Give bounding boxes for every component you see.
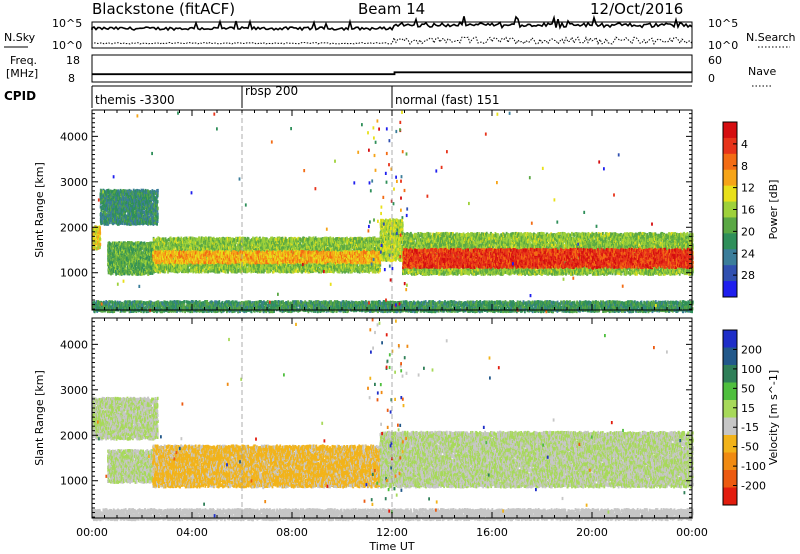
noise-panel: N.Sky 10^5 10^0 10^5 10^0 N.Search bbox=[4, 16, 796, 52]
noise-left-tick-bottom: 10^0 bbox=[52, 39, 82, 52]
freq-tick-top: 18 bbox=[66, 54, 80, 67]
noise-search-label: N.Search bbox=[746, 31, 796, 44]
date-title: 12/Oct/2016 bbox=[590, 0, 683, 18]
cpid-label: CPID bbox=[4, 89, 36, 103]
scatter-cell bbox=[99, 243, 101, 246]
station-title: Blackstone (fitACF) bbox=[92, 0, 235, 18]
nave-tick-top: 60 bbox=[708, 54, 722, 67]
freq-label-line1: Freq. bbox=[10, 54, 37, 67]
nave-tick-bottom: 0 bbox=[708, 72, 715, 85]
noise-left-tick-top: 10^5 bbox=[52, 17, 82, 30]
beam-title: Beam 14 bbox=[358, 0, 425, 18]
freq-tick-bottom: 8 bbox=[68, 72, 75, 85]
cpid-segment-label: themis -3300 bbox=[95, 93, 175, 107]
cpid-segment-label: rbsp 200 bbox=[245, 84, 298, 98]
noise-right-tick-top: 10^5 bbox=[708, 17, 738, 30]
scatter-cell bbox=[99, 226, 101, 229]
scatter-cell bbox=[99, 234, 101, 237]
freq-label-line2: [MHz] bbox=[6, 67, 38, 80]
radar-summary-figure: Blackstone (fitACF) Beam 14 12/Oct/2016 … bbox=[0, 0, 800, 554]
freq-panel: Freq. [MHz] 18 8 60 0 Nave bbox=[6, 54, 776, 86]
cpid-panel: CPID themis -3300 rbsp 200 normal (fast) 1… bbox=[4, 84, 692, 108]
nave-label: Nave bbox=[748, 65, 776, 78]
noise-sky-label: N.Sky bbox=[4, 31, 36, 44]
noise-right-tick-bottom: 10^0 bbox=[708, 39, 738, 52]
cpid-segment-label: normal (fast) 151 bbox=[395, 93, 499, 107]
